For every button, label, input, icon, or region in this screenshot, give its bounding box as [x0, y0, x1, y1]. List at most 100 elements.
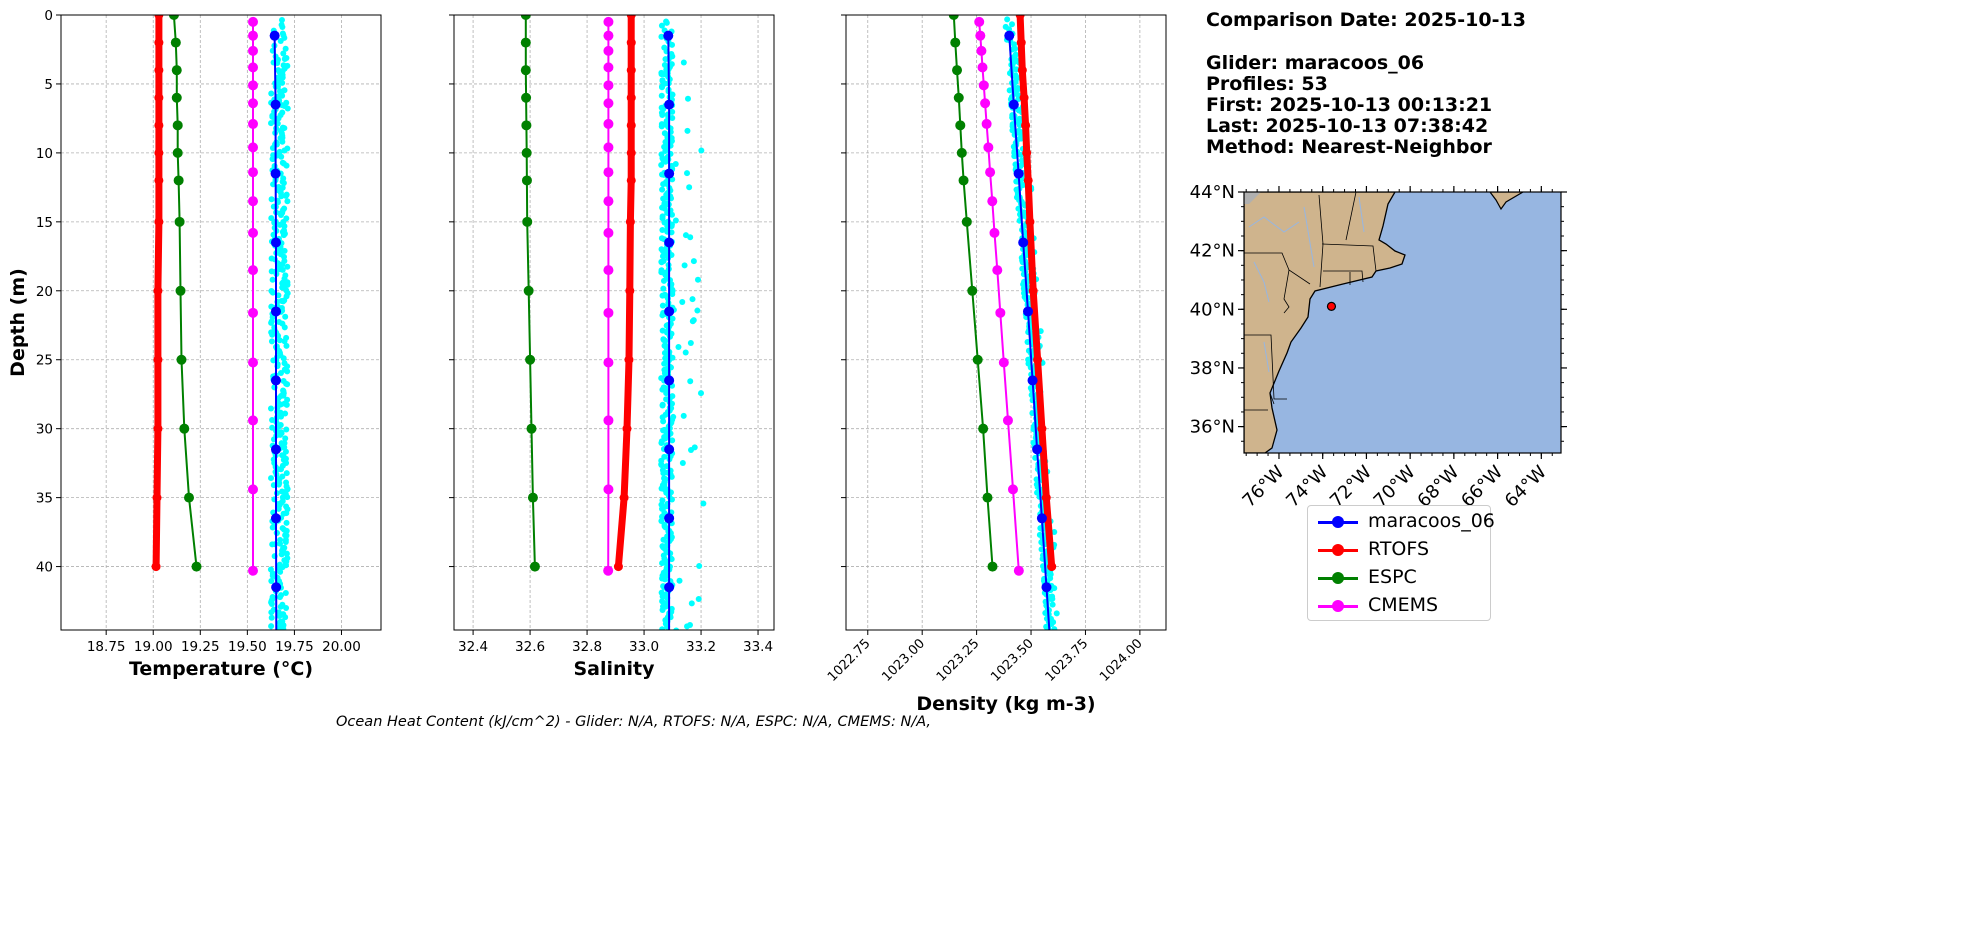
x-tick-label: 32.6 — [515, 639, 545, 655]
raw-glider-point — [689, 296, 696, 303]
raw-glider-point — [658, 462, 665, 469]
raw-glider-point — [1045, 631, 1051, 637]
raw-glider-point — [698, 147, 705, 154]
raw-glider-point — [659, 626, 666, 630]
raw-glider-point — [658, 22, 665, 29]
data-point-rtofs — [154, 38, 164, 48]
lat-tick-label: 38°N — [1190, 358, 1235, 379]
data-point-maracoos_06 — [664, 99, 675, 110]
data-point-maracoos_06 — [1032, 444, 1043, 455]
data-point-cmems — [248, 167, 258, 178]
data-point-maracoos_06 — [270, 444, 281, 455]
raw-glider-point — [283, 470, 290, 477]
raw-glider-point — [681, 262, 688, 269]
data-point-cmems — [1002, 415, 1013, 426]
data-point-maracoos_06 — [1004, 30, 1015, 41]
data-point-cmems — [978, 80, 989, 91]
raw-glider-point — [663, 19, 670, 26]
x-tick-label: 19.25 — [181, 639, 220, 655]
data-point-rtofs — [154, 148, 164, 158]
x-tick-label: 33.0 — [629, 639, 659, 655]
data-point-espc — [987, 561, 998, 572]
raw-glider-point — [268, 215, 275, 222]
raw-glider-point — [658, 235, 665, 242]
raw-glider-point — [684, 127, 691, 134]
data-point-rtofs — [625, 286, 635, 296]
data-point-rtofs — [626, 15, 636, 20]
raw-glider-point — [669, 41, 676, 48]
raw-glider-point — [682, 349, 689, 356]
data-point-maracoos_06 — [664, 513, 675, 524]
data-point-rtofs — [1025, 217, 1035, 227]
lat-tick-label: 36°N — [1190, 417, 1235, 438]
raw-glider-point — [279, 138, 286, 145]
data-point-cmems — [985, 167, 996, 178]
raw-glider-point — [668, 496, 675, 503]
y-tick-label: 20 — [36, 284, 53, 300]
raw-glider-point — [277, 38, 284, 45]
data-point-espc — [174, 216, 185, 227]
data-point-rtofs — [626, 93, 636, 103]
raw-glider-point — [659, 593, 666, 600]
raw-glider-point — [283, 519, 290, 526]
x-tick-label: 32.4 — [458, 639, 488, 655]
x-tick-label: 1023.75 — [1043, 636, 1092, 685]
data-point-rtofs — [626, 65, 636, 75]
raw-glider-point — [658, 71, 665, 78]
raw-glider-point — [659, 560, 666, 567]
data-point-rtofs — [1016, 38, 1026, 48]
raw-glider-point — [659, 186, 666, 193]
data-point-cmems — [603, 196, 614, 207]
data-point-espc — [527, 492, 538, 503]
data-point-rtofs — [1023, 175, 1033, 185]
data-point-espc — [952, 65, 963, 76]
raw-glider-point — [268, 90, 275, 97]
data-point-espc — [967, 285, 978, 296]
raw-glider-point — [277, 568, 284, 575]
data-point-rtofs — [1037, 424, 1047, 434]
raw-glider-point — [1011, 41, 1018, 48]
data-point-rtofs — [625, 217, 635, 227]
raw-glider-point — [269, 156, 276, 163]
panel-salinity: 32.4 32.6 32.8 33.0 33.2 33.4 Salinity — [449, 14, 775, 680]
legend-dot-marker — [1332, 544, 1344, 556]
data-point-rtofs — [153, 355, 163, 365]
raw-glider-point — [1013, 178, 1020, 185]
raw-glider-point — [694, 276, 701, 283]
raw-glider-point — [277, 540, 284, 547]
data-point-cmems — [976, 45, 987, 56]
map-frame — [1243, 191, 1562, 454]
data-point-espc — [950, 37, 961, 48]
data-point-espc — [521, 92, 532, 103]
data-point-maracoos_06 — [1013, 168, 1024, 179]
axes-frame — [845, 14, 1167, 631]
axes-frame — [60, 14, 382, 631]
data-point-cmems — [248, 565, 258, 576]
raw-glider-point — [269, 145, 276, 152]
data-point-rtofs — [619, 493, 629, 503]
data-point-maracoos_06 — [664, 444, 675, 455]
data-point-cmems — [603, 62, 614, 73]
raw-glider-point — [662, 147, 669, 154]
data-point-cmems — [603, 307, 614, 318]
raw-glider-point — [269, 524, 276, 531]
data-point-espc — [956, 147, 967, 158]
raw-glider-point — [281, 147, 288, 154]
data-point-rtofs — [622, 424, 632, 434]
series-line-maracoos_06 — [273, 35, 278, 630]
data-point-espc — [948, 15, 959, 20]
raw-glider-point — [278, 193, 285, 200]
method: Method: Nearest-Neighbor — [1206, 136, 1492, 158]
panel-temperature: 18.75 19.00 19.25 19.50 19.75 20.00 0 5 10 15 20 25… — [7, 8, 382, 680]
data-point-maracoos_06 — [1041, 582, 1052, 593]
raw-glider-point — [658, 258, 665, 265]
data-point-maracoos_06 — [664, 375, 675, 386]
data-point-espc — [953, 92, 964, 103]
raw-glider-point — [658, 161, 665, 168]
data-point-espc — [523, 285, 534, 296]
raw-glider-point — [1033, 476, 1040, 483]
raw-glider-point — [275, 481, 282, 488]
legend: maracoos_06 RTOFS ESPC CMEMS — [1307, 505, 1495, 621]
data-point-maracoos_06 — [664, 168, 675, 179]
data-point-cmems — [987, 196, 998, 207]
